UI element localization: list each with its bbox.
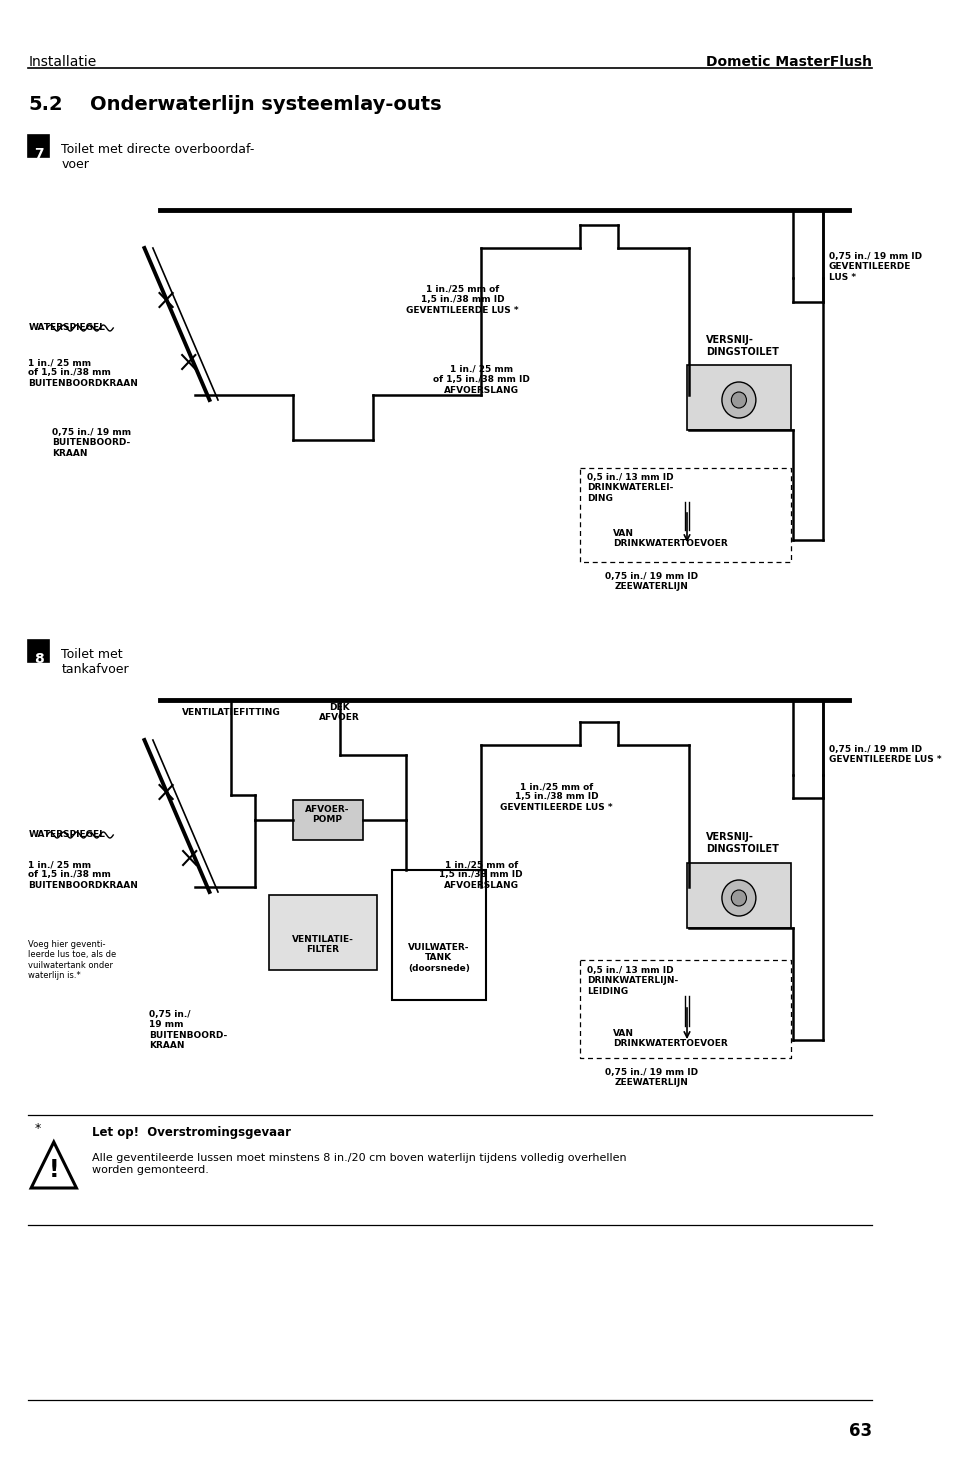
FancyBboxPatch shape xyxy=(392,870,485,1000)
Text: WATERSPIEGEL: WATERSPIEGEL xyxy=(29,830,105,839)
Text: Toilet met
tankafvoer: Toilet met tankafvoer xyxy=(61,648,129,676)
Text: 0,75 in./ 19 mm ID
ZEEWATERLIJN: 0,75 in./ 19 mm ID ZEEWATERLIJN xyxy=(604,572,697,591)
Circle shape xyxy=(731,392,745,409)
Text: WATERSPIEGEL: WATERSPIEGEL xyxy=(29,323,105,332)
FancyBboxPatch shape xyxy=(293,799,363,839)
Text: VAN
DRINKWATERTOEVOER: VAN DRINKWATERTOEVOER xyxy=(613,1028,727,1049)
Text: 1 in./25 mm of
1,5 in./38 mm ID
GEVENTILEERDE LUS *: 1 in./25 mm of 1,5 in./38 mm ID GEVENTIL… xyxy=(406,285,518,314)
FancyBboxPatch shape xyxy=(686,863,790,928)
Text: 0,75 in./ 19 mm ID
GEVENTILEERDE
LUS *: 0,75 in./ 19 mm ID GEVENTILEERDE LUS * xyxy=(828,252,921,282)
Text: 1 in./ 25 mm
of 1,5 in./38 mm ID
AFVOERSLANG: 1 in./ 25 mm of 1,5 in./38 mm ID AFVOERS… xyxy=(433,364,529,395)
Text: 1 in./ 25 mm
of 1,5 in./38 mm
BUITENBOORDKRAAN: 1 in./ 25 mm of 1,5 in./38 mm BUITENBOOR… xyxy=(29,358,138,388)
Text: 8: 8 xyxy=(33,652,44,667)
Text: 0,75 in./ 19 mm
BUITENBOORD-
KRAAN: 0,75 in./ 19 mm BUITENBOORD- KRAAN xyxy=(51,428,131,457)
Text: 0,75 in./ 19 mm ID
GEVENTILEERDE LUS *: 0,75 in./ 19 mm ID GEVENTILEERDE LUS * xyxy=(828,745,941,764)
Text: Alle geventileerde lussen moet minstens 8 in./20 cm boven waterlijn tijdens voll: Alle geventileerde lussen moet minstens … xyxy=(91,1153,625,1174)
Text: VUILWATER-
TANK
(doorsnede): VUILWATER- TANK (doorsnede) xyxy=(408,943,469,974)
Text: DEK
AFVOER: DEK AFVOER xyxy=(319,704,359,723)
Text: *: * xyxy=(35,1122,41,1134)
Text: AFVOER-
POMP: AFVOER- POMP xyxy=(305,805,350,825)
Text: 0,75 in./
19 mm
BUITENBOORD-
KRAAN: 0,75 in./ 19 mm BUITENBOORD- KRAAN xyxy=(149,1010,227,1050)
Text: 1 in./ 25 mm
of 1,5 in./38 mm
BUITENBOORDKRAAN: 1 in./ 25 mm of 1,5 in./38 mm BUITENBOOR… xyxy=(29,860,138,889)
Text: 63: 63 xyxy=(848,1422,871,1440)
Text: 1 in./25 mm of
1,5 in./38 mm ID
AFVOERSLANG: 1 in./25 mm of 1,5 in./38 mm ID AFVOERSL… xyxy=(439,860,522,889)
Text: 5.2: 5.2 xyxy=(29,94,63,114)
FancyBboxPatch shape xyxy=(269,895,377,971)
Text: !: ! xyxy=(49,1158,59,1181)
Text: VENTILATIE-
FILTER: VENTILATIE- FILTER xyxy=(292,935,354,954)
FancyBboxPatch shape xyxy=(686,364,790,431)
Text: VAN
DRINKWATERTOEVOER: VAN DRINKWATERTOEVOER xyxy=(613,528,727,549)
Text: 0,5 in./ 13 mm ID
DRINKWATERLIJN-
LEIDING: 0,5 in./ 13 mm ID DRINKWATERLIJN- LEIDIN… xyxy=(586,966,678,996)
FancyBboxPatch shape xyxy=(29,136,49,156)
Text: 7: 7 xyxy=(34,148,44,161)
Text: Let op!  Overstromingsgevaar: Let op! Overstromingsgevaar xyxy=(91,1125,291,1139)
Text: VENTILATIEFITTING: VENTILATIEFITTING xyxy=(182,708,280,717)
Text: VERSNIJ-
DINGSTOILET: VERSNIJ- DINGSTOILET xyxy=(705,335,778,357)
FancyBboxPatch shape xyxy=(29,640,49,662)
Text: Voeg hier geventi-
leerde lus toe, als de
vuilwatertank onder
waterlijn is.*: Voeg hier geventi- leerde lus toe, als d… xyxy=(29,940,116,981)
Text: 0,5 in./ 13 mm ID
DRINKWATERLEI-
DING: 0,5 in./ 13 mm ID DRINKWATERLEI- DING xyxy=(586,473,673,503)
Circle shape xyxy=(721,382,755,417)
Text: 0,75 in./ 19 mm ID
ZEEWATERLIJN: 0,75 in./ 19 mm ID ZEEWATERLIJN xyxy=(604,1068,697,1087)
Circle shape xyxy=(731,889,745,906)
Text: 1 in./25 mm of
1,5 in./38 mm ID
GEVENTILEERDE LUS *: 1 in./25 mm of 1,5 in./38 mm ID GEVENTIL… xyxy=(500,782,613,811)
Circle shape xyxy=(721,881,755,916)
Text: Dometic MasterFlush: Dometic MasterFlush xyxy=(705,55,871,69)
Text: Onderwaterlijn systeemlay-outs: Onderwaterlijn systeemlay-outs xyxy=(90,94,441,114)
Text: Toilet met directe overboordaf-
voer: Toilet met directe overboordaf- voer xyxy=(61,143,254,171)
Text: Installatie: Installatie xyxy=(29,55,96,69)
Text: VERSNIJ-
DINGSTOILET: VERSNIJ- DINGSTOILET xyxy=(705,832,778,854)
